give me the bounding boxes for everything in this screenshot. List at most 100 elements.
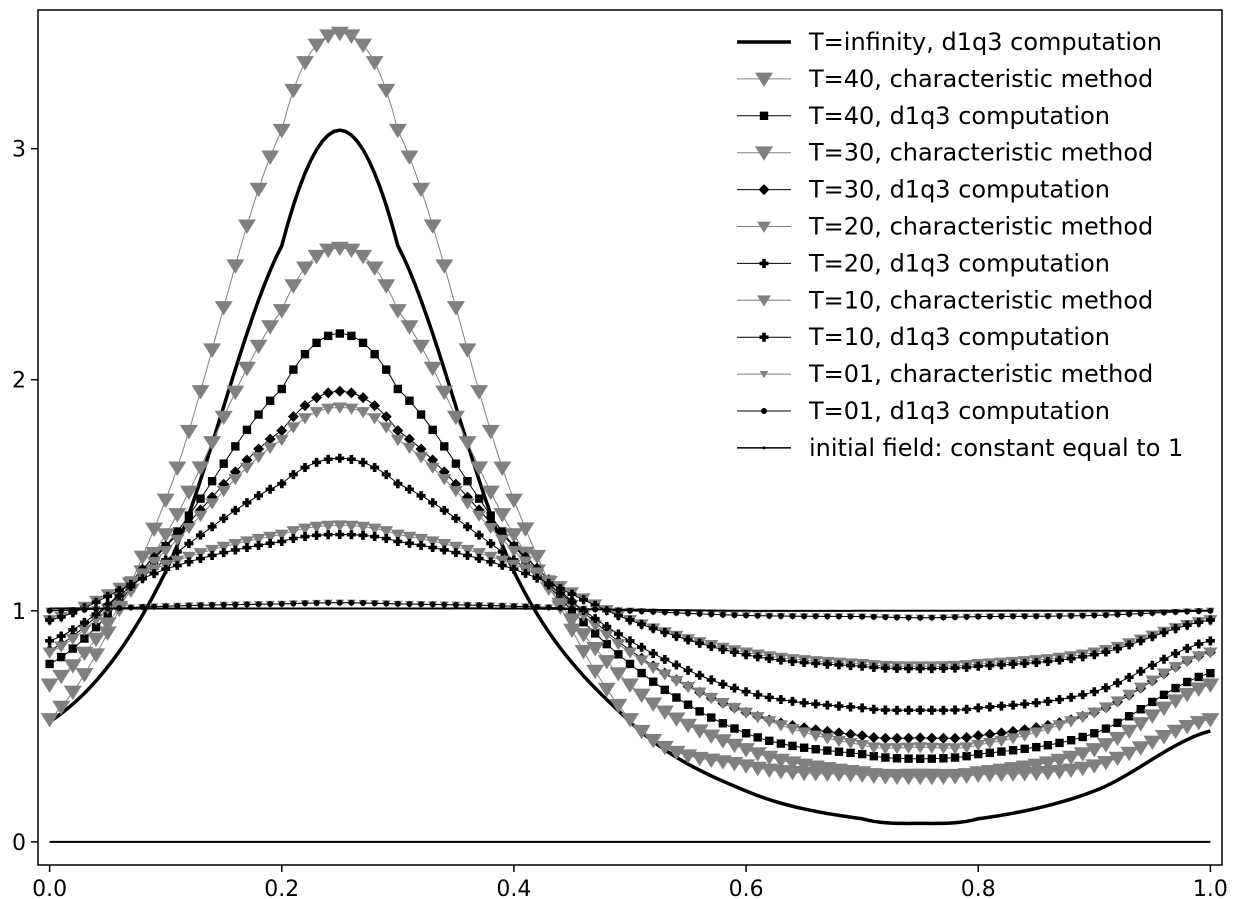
data-point (264, 433, 276, 445)
data-point (1206, 669, 1215, 678)
data-point (1108, 751, 1127, 767)
data-point (98, 617, 117, 632)
data-point (1029, 727, 1044, 739)
data-point (957, 768, 976, 783)
data-point (207, 477, 217, 486)
data-point (766, 612, 773, 619)
data-point (893, 614, 900, 621)
data-point (1050, 753, 1069, 769)
x-tick-label: 0.2 (264, 877, 299, 899)
data-point (1032, 742, 1041, 752)
data-point (365, 56, 384, 71)
data-point (168, 508, 187, 523)
data-point (254, 410, 263, 419)
data-point (1064, 716, 1079, 728)
data-point (452, 601, 459, 608)
data-point (555, 584, 565, 594)
data-point (644, 734, 663, 749)
x-tick-label: 0.8 (961, 877, 996, 899)
data-point (52, 669, 71, 685)
data-point (196, 554, 206, 564)
data-point (994, 735, 1009, 748)
data-point (40, 713, 59, 728)
data-point (1062, 763, 1081, 779)
data-point (939, 754, 948, 763)
data-point (911, 768, 930, 783)
data-point (1182, 643, 1192, 653)
data-point (203, 343, 222, 358)
data-point (415, 443, 427, 455)
data-point (985, 748, 995, 758)
legend-marker (759, 111, 769, 120)
data-point (284, 279, 303, 294)
data-point (460, 498, 475, 510)
data-point (1043, 696, 1053, 706)
data-point (356, 407, 371, 419)
data-point (179, 424, 198, 440)
data-point (996, 701, 1006, 711)
data-point (834, 747, 844, 756)
legend-item: initial field: constant equal to 1 (737, 434, 1183, 462)
data-point (1113, 678, 1123, 688)
series-6 (45, 453, 1215, 715)
data-point (45, 659, 54, 669)
data-point (1131, 717, 1150, 732)
legend-marker (759, 332, 769, 342)
data-point (937, 732, 949, 744)
data-point (574, 644, 593, 660)
data-point (495, 534, 510, 546)
data-point (729, 647, 739, 657)
data-point (348, 599, 355, 606)
data-point (590, 614, 600, 624)
x-tick-label: 0.4 (496, 877, 531, 899)
data-point (254, 491, 264, 501)
data-point (1040, 723, 1055, 736)
data-point (773, 720, 788, 732)
data-point (354, 249, 373, 265)
data-point (1147, 632, 1157, 642)
data-point (1096, 738, 1115, 753)
data-point (185, 602, 192, 609)
data-point (493, 461, 512, 476)
data-point (191, 461, 210, 476)
y-tick-label: 1 (12, 600, 26, 625)
data-point (692, 687, 707, 699)
data-point (719, 611, 726, 618)
data-point (1054, 655, 1064, 665)
data-point (926, 732, 938, 744)
data-point (1044, 613, 1051, 620)
data-point (847, 613, 854, 620)
data-point (889, 743, 904, 755)
data-point (1050, 765, 1069, 780)
data-point (730, 724, 739, 733)
data-point (586, 664, 605, 680)
data-point (986, 613, 993, 620)
data-point (1154, 730, 1173, 745)
data-point (927, 705, 937, 715)
data-point (1079, 612, 1086, 619)
data-point (342, 243, 361, 259)
data-point (243, 601, 250, 608)
data-point (718, 679, 728, 689)
x-tick-label: 0.6 (729, 877, 764, 899)
data-point (637, 668, 646, 678)
data-point (405, 396, 414, 405)
data-point (648, 648, 658, 658)
data-point (470, 461, 489, 476)
data-point (1066, 692, 1076, 702)
data-point (472, 548, 487, 560)
data-point (1043, 656, 1053, 666)
data-point (325, 599, 332, 606)
data-point (360, 599, 367, 606)
data-point (230, 505, 240, 515)
data-point (764, 654, 774, 664)
data-point (1205, 636, 1215, 646)
data-point (172, 547, 182, 557)
data-point (725, 738, 744, 754)
data-point (428, 498, 438, 508)
data-point (532, 573, 542, 583)
data-point (574, 628, 593, 643)
data-point (1189, 716, 1208, 731)
data-point (1133, 682, 1148, 694)
data-point (824, 613, 831, 620)
